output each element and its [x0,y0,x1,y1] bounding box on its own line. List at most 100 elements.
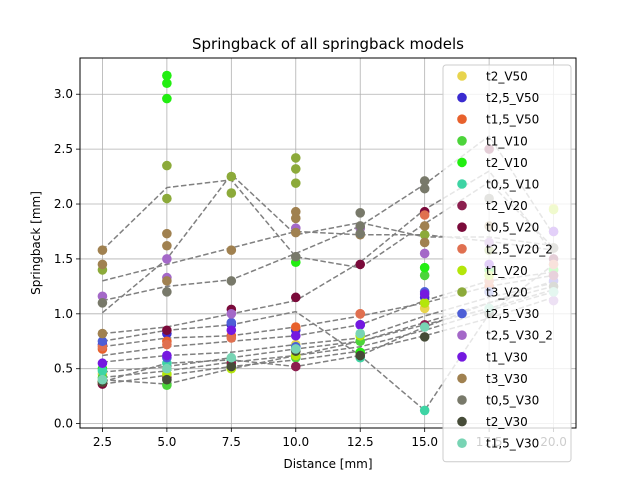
legend-marker [457,438,467,449]
y-tick-label: 1.5 [54,252,73,266]
data-point [419,176,430,186]
legend-label: t3_V30 [486,372,528,386]
legend-label: t3_V20 [486,286,528,300]
data-point [162,276,172,286]
data-point [419,183,430,194]
legend-label: t1_V20 [486,264,528,278]
legend-marker [457,71,467,81]
data-point [419,405,430,416]
legend-marker [457,92,467,103]
data-point [419,270,430,281]
legend-marker [457,157,467,168]
legend-label: t2,5_V20_2 [486,242,553,256]
y-tick-label: 0.0 [54,417,73,431]
data-point [419,332,430,342]
data-point [355,350,366,361]
data-point [419,322,430,332]
legend-label: t2,5_V30_2 [486,329,553,343]
data-point [226,352,237,363]
data-point [419,289,430,299]
y-tick-label: 2.0 [54,197,73,211]
legend-marker [457,222,467,232]
data-point [97,291,108,302]
data-point [162,70,172,81]
data-point [162,254,172,264]
chart-title: Springback of all springback models [192,35,464,53]
data-point [290,227,301,238]
legend-label: t1_V10 [486,134,528,148]
legend-label: t2_V30 [486,415,528,429]
legend-marker [457,287,467,297]
data-point [419,221,430,231]
data-point [226,276,237,286]
data-point [419,229,430,240]
data-point [290,330,301,341]
x-axis-label: Distance [mm] [283,457,372,471]
legend-marker [457,330,467,341]
data-point [226,245,237,255]
y-tick-label: 1.0 [54,307,73,321]
data-point [355,228,366,239]
data-point [97,259,108,270]
data-point [290,206,301,217]
legend-marker [457,308,467,319]
x-tick-label: 7.5 [222,435,241,449]
data-point [97,298,108,308]
legend-label: t0,5_V10 [486,178,539,192]
trend-line [102,296,554,385]
data-point [162,93,172,104]
data-point [162,193,172,204]
data-point [355,309,366,319]
trend-line [102,134,555,302]
data-point [355,328,366,339]
data-point [355,221,366,231]
trend-line [102,282,554,363]
legend-label: t2_V20 [486,199,528,213]
legend-marker [457,352,467,362]
data-point [97,358,108,369]
plot-frame [79,57,577,429]
data-point [162,374,172,385]
data-point [226,188,237,198]
x-tick-label: 5.0 [157,435,176,449]
y-tick-label: 2.5 [54,142,73,156]
data-point [226,325,237,336]
trend-line [101,179,555,269]
x-tick-label: 2.5 [93,435,112,449]
legend-marker [457,136,467,146]
data-point [97,366,108,376]
data-point [419,237,430,248]
legend-label: t1,5_V50 [486,113,539,127]
data-point [355,319,366,330]
data-point [355,208,366,218]
data-point [226,309,237,319]
x-tick-label: 15.0 [411,435,438,449]
data-point [290,153,301,163]
data-point [162,287,172,297]
legend-marker [457,395,467,405]
legend-label: t0,5_V20 [486,221,539,235]
trend-line [102,291,554,379]
legend-marker [457,265,467,276]
data-point [162,350,172,361]
data-point [290,292,301,303]
legend-label: t2,5_V30 [486,307,539,321]
data-point [97,374,108,385]
data-point [226,333,237,343]
data-point [290,344,301,354]
trend-line [102,263,555,412]
data-point [419,210,430,220]
data-point [290,178,301,188]
data-point [290,213,301,224]
legend-label: t2_V50 [486,70,528,84]
data-point [355,259,366,270]
legend-label: t1,5_V30 [486,437,539,451]
data-point [419,248,430,259]
legend-label: t2_V10 [486,156,528,170]
y-axis-label: Springback [mm] [29,191,43,295]
legend-label: t1_V30 [486,350,528,364]
data-point [162,325,172,336]
data-point [162,363,172,374]
